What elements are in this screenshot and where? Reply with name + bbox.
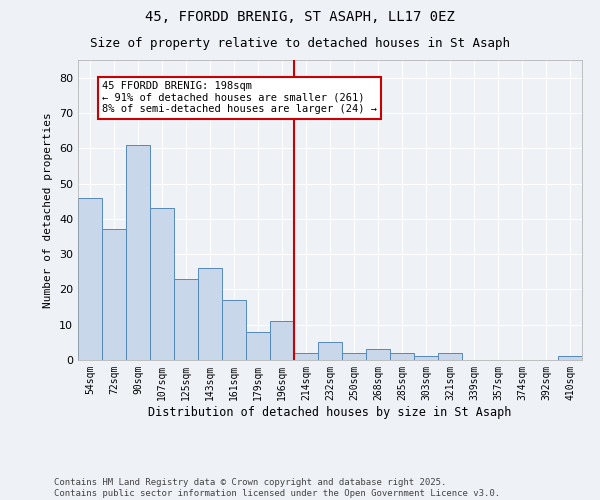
Bar [390,353,414,360]
Text: Contains HM Land Registry data © Crown copyright and database right 2025.
Contai: Contains HM Land Registry data © Crown c… [54,478,500,498]
Bar [246,332,270,360]
Text: 45, FFORDD BRENIG, ST ASAPH, LL17 0EZ: 45, FFORDD BRENIG, ST ASAPH, LL17 0EZ [145,10,455,24]
Text: Size of property relative to detached houses in St Asaph: Size of property relative to detached ho… [90,38,510,51]
Bar [222,300,246,360]
Bar [150,208,174,360]
Bar [342,353,366,360]
Bar [270,321,294,360]
Bar [78,198,102,360]
Bar [414,356,438,360]
Y-axis label: Number of detached properties: Number of detached properties [43,112,53,308]
Bar [366,350,390,360]
Bar [438,353,462,360]
Bar [318,342,342,360]
X-axis label: Distribution of detached houses by size in St Asaph: Distribution of detached houses by size … [148,406,512,418]
Text: 45 FFORDD BRENIG: 198sqm
← 91% of detached houses are smaller (261)
8% of semi-d: 45 FFORDD BRENIG: 198sqm ← 91% of detach… [102,81,377,114]
Bar [198,268,222,360]
Bar [126,144,150,360]
Bar [174,279,198,360]
Bar [558,356,582,360]
Bar [102,230,126,360]
Bar [294,353,318,360]
